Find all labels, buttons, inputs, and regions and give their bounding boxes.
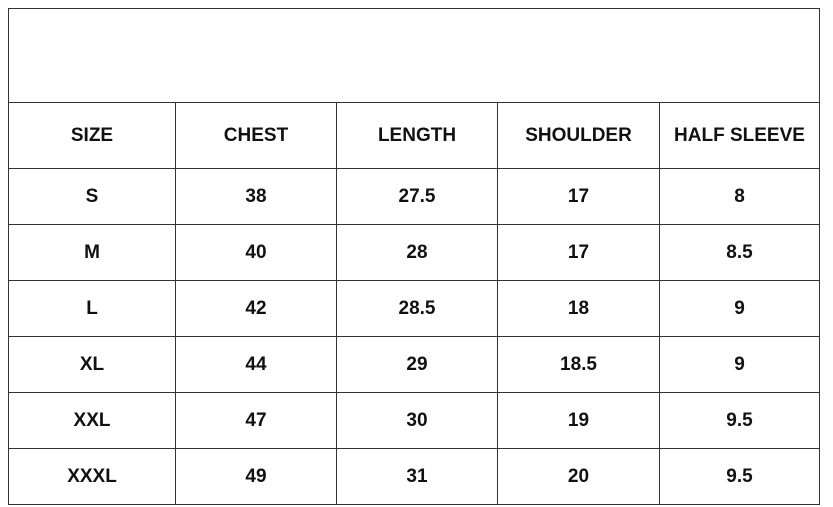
measurement-cell: 8 [659,168,820,225]
measurement-cell: 29 [336,336,498,393]
measurement-cell: 27.5 [336,168,498,225]
column-header: CHEST [175,102,337,169]
column-header: HALF SLEEVE [659,102,820,169]
measurement-cell: 20 [497,448,660,505]
measurement-cell: 19 [497,392,660,449]
measurement-cell: 42 [175,280,337,337]
measurement-cell: 28.5 [336,280,498,337]
measurement-cell: 18 [497,280,660,337]
table-row: M 40 28 17 8.5 [8,224,820,281]
table-row: XXXL 49 31 20 9.5 [8,448,820,505]
measurement-cell: 9.5 [659,448,820,505]
size-cell: M [8,224,176,281]
measurement-cell: 38 [175,168,337,225]
header-row: SIZE CHEST LENGTH SHOULDER HALF SLEEVE [8,102,820,169]
measurement-cell: 9 [659,280,820,337]
measurement-cell: 17 [497,168,660,225]
table-row: S 38 27.5 17 8 [8,168,820,225]
size-cell: XXL [8,392,176,449]
measurement-cell: 9 [659,336,820,393]
table-row: XL 44 29 18.5 9 [8,336,820,393]
size-cell: L [8,280,176,337]
title-row [8,8,820,103]
measurement-cell: 30 [336,392,498,449]
measurement-cell: 47 [175,392,337,449]
measurement-cell: 44 [175,336,337,393]
measurement-cell: 40 [175,224,337,281]
measurement-cell: 9.5 [659,392,820,449]
measurement-cell: 8.5 [659,224,820,281]
table-row: L 42 28.5 18 9 [8,280,820,337]
size-cell: XXXL [8,448,176,505]
column-header: LENGTH [336,102,498,169]
size-cell: XL [8,336,176,393]
column-header: SHOULDER [497,102,660,169]
measurement-cell: 28 [336,224,498,281]
measurement-cell: 31 [336,448,498,505]
title-cell [8,8,820,103]
measurement-cell: 18.5 [497,336,660,393]
measurement-cell: 49 [175,448,337,505]
measurement-cell: 17 [497,224,660,281]
size-cell: S [8,168,176,225]
size-chart-table: SIZE CHEST LENGTH SHOULDER HALF SLEEVE S 38 27… [8,8,820,505]
table-row: XXL 47 30 19 9.5 [8,392,820,449]
column-header: SIZE [8,102,176,169]
